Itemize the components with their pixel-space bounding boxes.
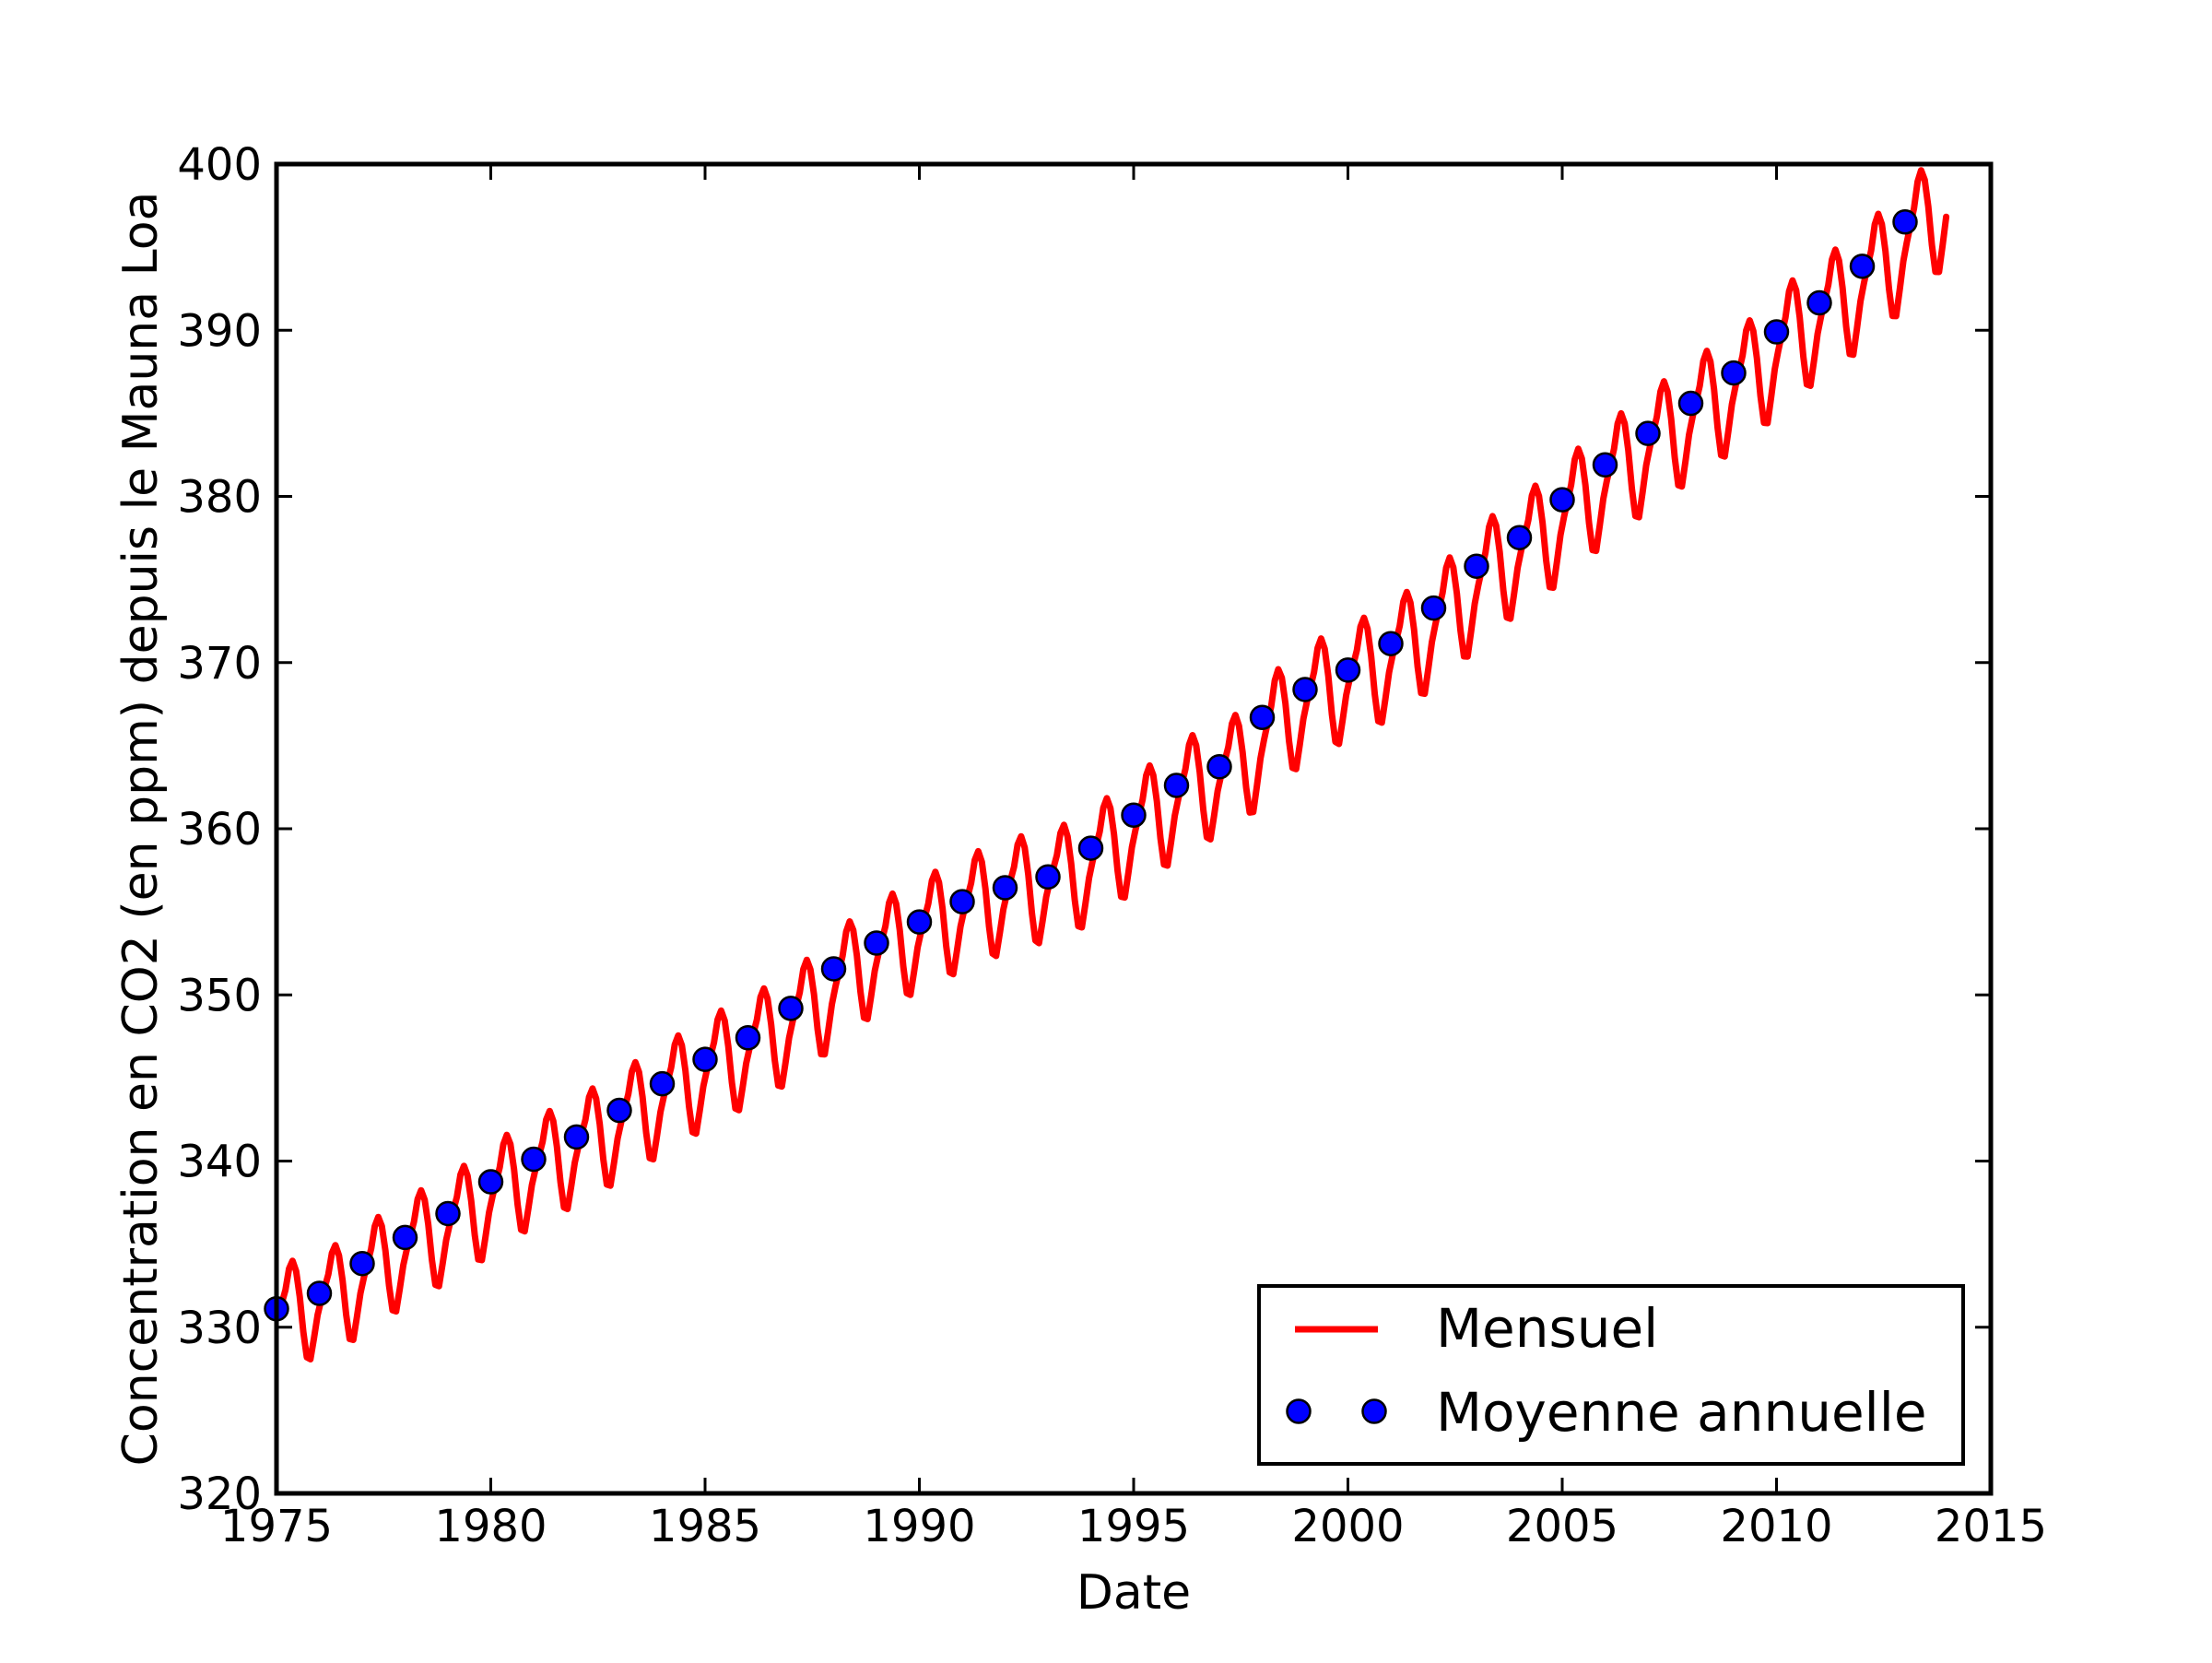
y-tick-label: 360 xyxy=(177,804,262,855)
data-layer xyxy=(264,167,1950,1362)
annual-mean-dot xyxy=(778,996,804,1021)
x-tick-label: 1985 xyxy=(649,1501,761,1552)
y-tick-label: 400 xyxy=(177,139,262,191)
x-tick-label: 1980 xyxy=(434,1501,547,1552)
y-tick-label: 350 xyxy=(177,970,262,1021)
annual-mean-dot xyxy=(649,1070,676,1097)
annual-mean-dot xyxy=(1592,452,1618,478)
y-tick-label: 340 xyxy=(177,1137,262,1188)
x-tick-label: 1995 xyxy=(1077,1501,1190,1552)
monthly-line xyxy=(275,167,1950,1362)
annual-mean-dot xyxy=(521,1146,547,1173)
y-tick-label: 390 xyxy=(177,305,262,357)
y-tick-label: 380 xyxy=(177,472,262,524)
legend-label-monthly: Mensuel xyxy=(1436,1297,1658,1360)
annual-mean-dot xyxy=(435,1200,461,1227)
y-tick-label: 330 xyxy=(177,1303,262,1354)
x-tick-label: 1990 xyxy=(863,1501,975,1552)
annual-mean-dot xyxy=(1506,525,1533,550)
annual-mean-dot xyxy=(306,1280,333,1306)
annual-mean-dot xyxy=(735,1025,761,1051)
annual-mean-dot xyxy=(820,956,847,982)
annual-mean-dot xyxy=(477,1169,504,1195)
annual-mean-dot xyxy=(1420,595,1447,621)
annual-mean-dot xyxy=(992,875,1018,901)
x-tick-label: 2000 xyxy=(1291,1501,1404,1552)
annual-mean-dot xyxy=(1378,631,1404,656)
legend-annual-marker-swatch xyxy=(1361,1398,1387,1424)
annual-mean-dot xyxy=(1892,208,1918,235)
annual-mean-dot xyxy=(692,1046,718,1072)
annual-mean-dot xyxy=(1163,773,1190,798)
annual-mean-dot xyxy=(864,930,889,956)
axes-layer: 1975 1980 1985 1990 1995 2000 2005 2010 2015 320 3… xyxy=(177,139,2047,1552)
annual-mean-dot xyxy=(1249,704,1276,730)
annual-mean-dot xyxy=(1077,835,1104,861)
legend-annual-marker-swatch xyxy=(1286,1398,1312,1424)
annual-mean-dot xyxy=(1035,864,1061,890)
y-axis-label: Concentration en CO2 (en ppm) depuis le … xyxy=(113,192,169,1467)
legend-label-annual: Moyenne annuelle xyxy=(1436,1381,1927,1444)
y-tick-label: 370 xyxy=(177,638,262,690)
legend: Mensuel Moyenne annuelle xyxy=(1257,1284,1965,1466)
annual-mean-dot xyxy=(1677,390,1704,417)
annual-mean-dot xyxy=(1549,487,1575,513)
annual-mean-dot xyxy=(1206,754,1232,780)
annual-mean-dot xyxy=(1721,360,1747,386)
annual-mean-dot xyxy=(349,1250,375,1277)
y-tick-label: 320 xyxy=(177,1468,262,1520)
annual-mean-dot xyxy=(906,909,933,935)
annual-mean-dot xyxy=(949,889,975,914)
annual-mean-dot xyxy=(563,1124,590,1150)
annual-mean-dot xyxy=(1335,657,1361,683)
annual-mean-dot xyxy=(1464,553,1489,579)
annual-mean-dot xyxy=(1635,420,1661,446)
annual-mean-dot xyxy=(606,1097,632,1124)
annual-mean-dot xyxy=(1121,802,1147,828)
x-axis-label: Date xyxy=(1077,1565,1191,1621)
legend-box xyxy=(1257,1284,1965,1466)
annual-mean-dot xyxy=(392,1224,418,1251)
annual-mean-dot xyxy=(1763,319,1790,345)
x-tick-label: 2015 xyxy=(1935,1501,2047,1552)
annual-mean-dot xyxy=(1292,677,1318,702)
annual-mean-dot xyxy=(1806,289,1832,316)
x-tick-label: 2005 xyxy=(1506,1501,1618,1552)
x-tick-label: 2010 xyxy=(1720,1501,1832,1552)
annual-mean-dot xyxy=(1849,254,1876,279)
x-tick-label: 1975 xyxy=(220,1501,333,1552)
